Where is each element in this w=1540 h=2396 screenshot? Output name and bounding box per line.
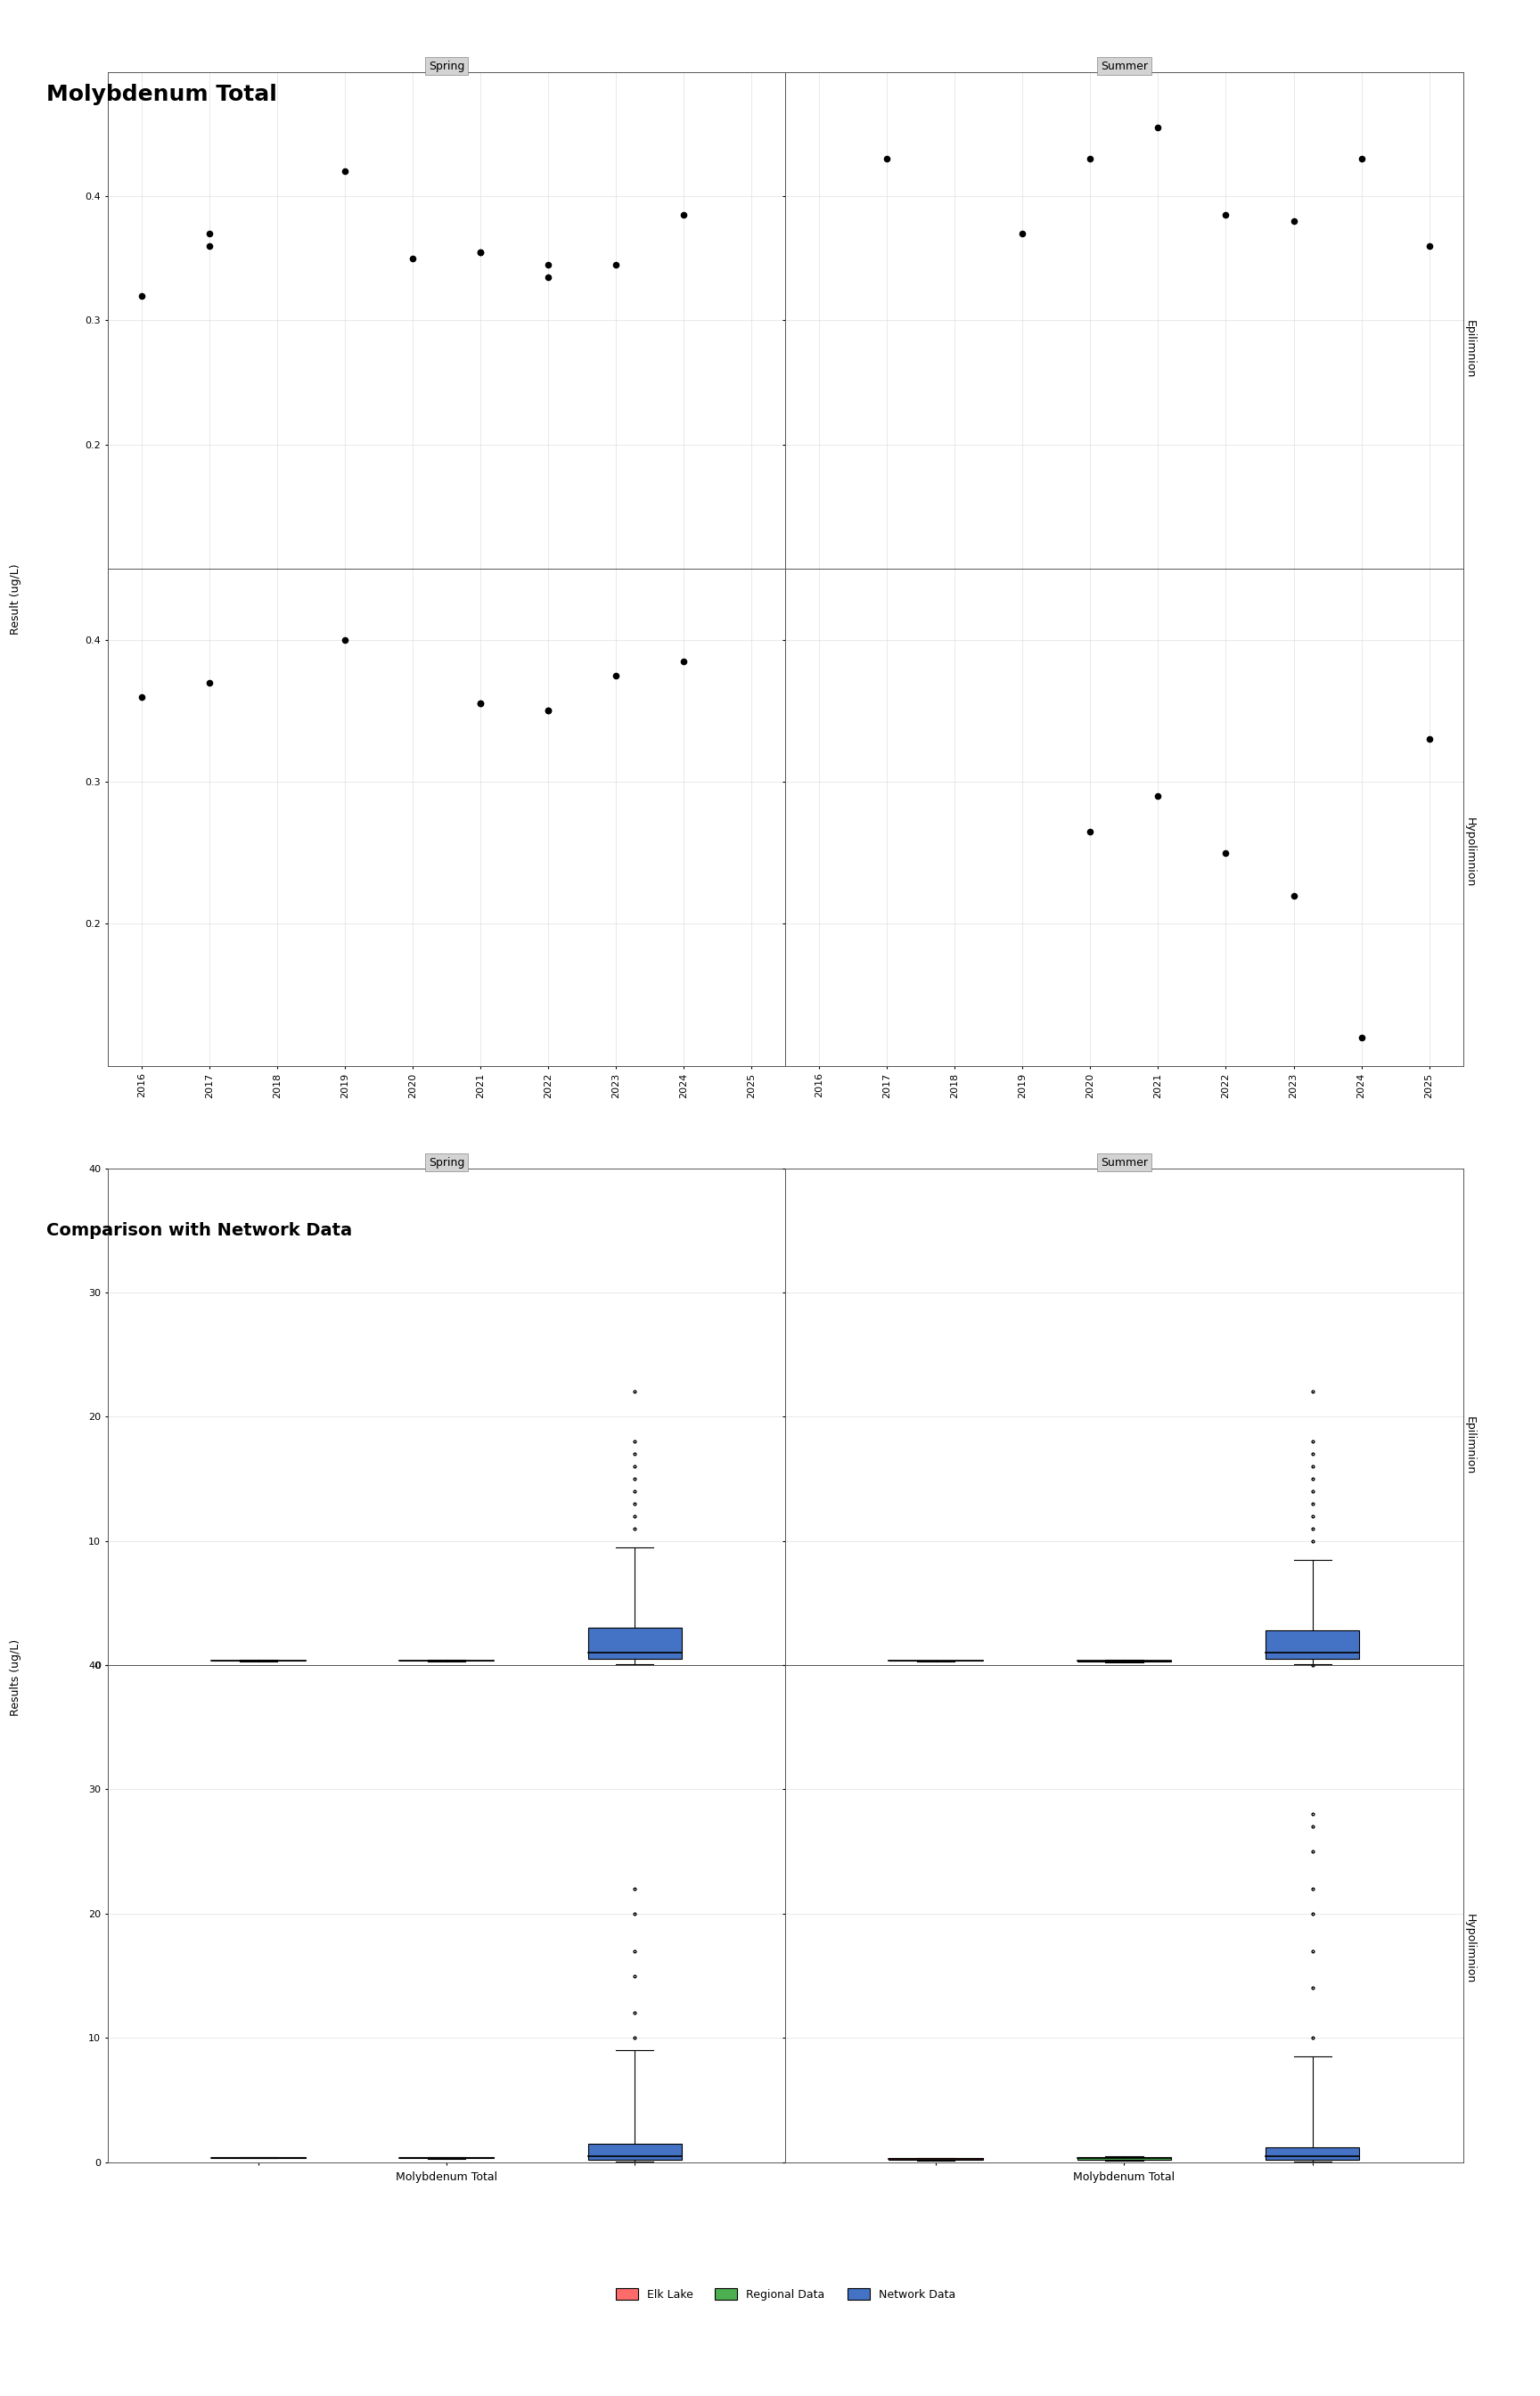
Point [197,228,222,266]
Point [536,692,561,731]
X-axis label: Molybdenum Total: Molybdenum Total [1073,2171,1175,2183]
Point [197,213,222,252]
Text: Epilimnion: Epilimnion [1465,321,1475,379]
Point [1214,196,1238,235]
Point [129,276,154,314]
Point [129,678,154,716]
Point [333,621,357,659]
FancyBboxPatch shape [1076,2156,1172,2159]
Title: Spring: Spring [428,60,465,72]
Point [536,244,561,283]
Point [1010,213,1035,252]
Text: Results (ug/L): Results (ug/L) [9,1639,22,1716]
Text: Hypolimnion: Hypolimnion [1465,817,1475,887]
Point [468,685,493,724]
Point [1281,877,1306,915]
Point [197,664,222,702]
Point [604,244,628,283]
Title: Summer: Summer [1101,60,1147,72]
Point [1146,776,1170,815]
Title: Summer: Summer [1101,1157,1147,1169]
FancyBboxPatch shape [588,1627,682,1658]
Point [1078,139,1103,177]
Text: Epilimnion: Epilimnion [1465,1416,1475,1476]
X-axis label: Molybdenum Total: Molybdenum Total [396,2171,497,2183]
Point [536,259,561,297]
Point [468,232,493,271]
Point [1349,139,1374,177]
FancyBboxPatch shape [1266,2147,1360,2159]
Point [1146,108,1170,146]
Point [536,692,561,731]
Point [333,151,357,189]
Point [1417,228,1441,266]
Point [1349,1018,1374,1057]
Point [671,642,696,680]
Point [1281,201,1306,240]
Title: Spring: Spring [428,1157,465,1169]
FancyBboxPatch shape [1266,1629,1360,1658]
Point [1417,721,1441,760]
Point [671,196,696,235]
Text: Result (ug/L): Result (ug/L) [9,563,22,635]
Point [1078,812,1103,851]
Point [400,240,425,278]
Point [875,139,899,177]
Text: Molybdenum Total: Molybdenum Total [46,84,277,105]
FancyBboxPatch shape [588,2144,682,2159]
Text: Hypolimnion: Hypolimnion [1465,1914,1475,1984]
Point [1214,834,1238,872]
Point [604,657,628,695]
Point [468,232,493,271]
Legend: Elk Lake, Regional Data, Network Data: Elk Lake, Regional Data, Network Data [611,2283,959,2305]
Text: Comparison with Network Data: Comparison with Network Data [46,1222,353,1239]
Point [468,685,493,724]
